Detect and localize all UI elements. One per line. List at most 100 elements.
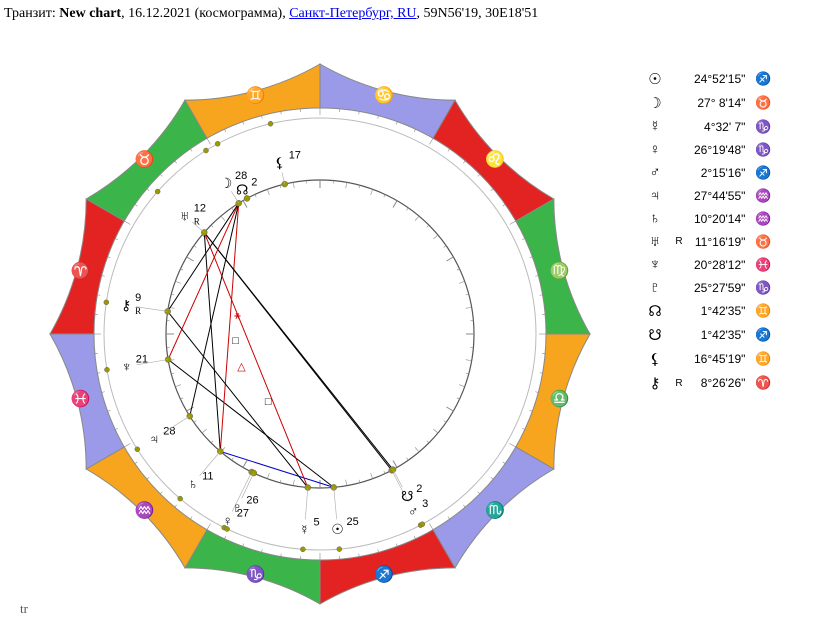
position-degrees: 8°26'26"	[690, 372, 749, 394]
svg-text:♅: ♅	[179, 207, 190, 223]
sign-glyph: ♑	[751, 277, 775, 298]
retro-flag	[670, 300, 688, 322]
svg-text:⚹: ⚹	[234, 310, 241, 322]
position-degrees: 1°42'35"	[690, 300, 749, 322]
sign-glyph: ♒	[751, 185, 775, 206]
table-row: ♀ 26°19'48"♑	[642, 139, 776, 160]
table-row: ♂ 2°15'16"♐	[642, 162, 776, 183]
svg-text:R: R	[194, 216, 200, 226]
table-row: ♅R11°16'19"♉	[642, 231, 776, 252]
planet-glyph: ♅	[642, 231, 668, 252]
svg-text:♂: ♂	[408, 503, 419, 519]
table-row: ☊ 1°42'35"♊	[642, 300, 776, 322]
svg-text:♏: ♏	[485, 500, 505, 519]
planet-glyph: ☋	[642, 324, 668, 346]
sign-glyph: ♉	[751, 231, 775, 252]
svg-text:9: 9	[135, 292, 141, 304]
svg-text:5: 5	[313, 516, 319, 528]
sign-glyph: ♉	[751, 92, 775, 114]
planet-glyph: ♀	[642, 139, 668, 160]
retro-flag: R	[670, 372, 688, 394]
svg-text:12: 12	[194, 202, 206, 214]
svg-text:□: □	[232, 335, 239, 347]
svg-text:3: 3	[422, 498, 428, 510]
location-link[interactable]: Санкт-Петербург, RU	[289, 6, 416, 21]
position-degrees: 25°27'59"	[690, 277, 749, 298]
planet-glyph: ☉	[642, 68, 668, 90]
position-degrees: 1°42'35"	[690, 324, 749, 346]
position-degrees: 26°19'48"	[690, 139, 749, 160]
svg-text:☿: ☿	[299, 521, 310, 537]
position-degrees: 20°28'12"	[690, 254, 749, 275]
svg-text:11: 11	[202, 470, 213, 482]
sign-glyph: ♐	[751, 68, 775, 90]
svg-text:♃: ♃	[149, 431, 160, 447]
svg-text:☉: ☉	[331, 521, 344, 537]
svg-text:♈: ♈	[70, 261, 90, 280]
position-degrees: 10°20'14"	[690, 208, 749, 229]
chart-header: Транзит: New chart, 16.12.2021 (космогра…	[0, 0, 831, 26]
table-row: ⚸ 16°45'19"♊	[642, 348, 776, 370]
retro-flag	[670, 208, 688, 229]
planet-glyph: ⚷	[642, 372, 668, 394]
svg-text:R: R	[135, 306, 141, 316]
retro-flag	[670, 254, 688, 275]
sign-glyph: ♊	[751, 348, 775, 370]
svg-text:♒: ♒	[135, 500, 155, 519]
svg-text:⚸: ⚸	[275, 155, 285, 171]
header-date: , 16.12.2021 (космограмма),	[121, 6, 289, 21]
table-row: ☉ 24°52'15"♐	[642, 68, 776, 90]
svg-text:♄: ♄	[188, 475, 199, 491]
retro-flag	[670, 162, 688, 183]
retro-flag	[670, 116, 688, 137]
table-row: ☋ 1°42'35"♐	[642, 324, 776, 346]
table-row: ☿4°32' 7"♑	[642, 116, 776, 137]
table-row: ♆20°28'12"♓	[642, 254, 776, 275]
position-degrees: 27°44'55"	[690, 185, 749, 206]
header-coords: , 59N56'19, 30E18'51	[417, 6, 539, 21]
position-degrees: 4°32' 7"	[690, 116, 749, 137]
retro-flag	[670, 185, 688, 206]
chart-container: ♈♉♊♋♌♍♎♏♐♑♒♓⚹□□△☉25☽28☿5♀27♂3♃28♄11♅12R♆…	[0, 26, 831, 622]
sign-glyph: ♒	[751, 208, 775, 229]
sign-glyph: ♑	[751, 139, 775, 160]
planet-glyph: ♄	[642, 208, 668, 229]
position-degrees: 11°16'19"	[690, 231, 749, 252]
sign-glyph: ♐	[751, 324, 775, 346]
table-row: ☽27° 8'14"♉	[642, 92, 776, 114]
planet-glyph: ☊	[642, 300, 668, 322]
svg-text:⚷: ⚷	[121, 297, 131, 313]
position-degrees: 16°45'19"	[690, 348, 749, 370]
retro-flag	[670, 68, 688, 90]
retro-flag	[670, 92, 688, 114]
svg-text:☋: ☋	[401, 488, 413, 504]
svg-text:♋: ♋	[374, 85, 394, 104]
svg-text:♑: ♑	[246, 565, 266, 584]
planet-glyph: ♂	[642, 162, 668, 183]
svg-text:2: 2	[416, 483, 422, 495]
position-degrees: 24°52'15"	[690, 68, 749, 90]
retro-flag	[670, 139, 688, 160]
tr-label: tr	[20, 601, 28, 617]
table-row: ⚷R8°26'26"♈	[642, 372, 776, 394]
sign-glyph: ♐	[751, 162, 775, 183]
svg-text:26: 26	[246, 494, 258, 506]
header-prefix: Транзит:	[4, 6, 59, 21]
planet-glyph: ♃	[642, 185, 668, 206]
svg-text:♍: ♍	[550, 261, 570, 280]
svg-text:☽: ☽	[220, 175, 233, 191]
svg-text:♉: ♉	[135, 150, 155, 169]
svg-text:17: 17	[289, 150, 301, 162]
sign-glyph: ♑	[751, 116, 775, 137]
svg-text:2: 2	[251, 177, 257, 189]
planet-glyph: ☽	[642, 92, 668, 114]
position-degrees: 2°15'16"	[690, 162, 749, 183]
svg-text:♊: ♊	[246, 85, 266, 104]
svg-text:♌: ♌	[485, 150, 505, 169]
svg-text:♐: ♐	[374, 565, 394, 584]
planet-positions-table: ☉24°52'15"♐☽27° 8'14"♉☿4°32' 7"♑♀26°19'4…	[640, 66, 778, 396]
svg-text:♓: ♓	[70, 389, 90, 408]
retro-flag	[670, 277, 688, 298]
planet-glyph: ⚸	[642, 348, 668, 370]
sign-glyph: ♊	[751, 300, 775, 322]
